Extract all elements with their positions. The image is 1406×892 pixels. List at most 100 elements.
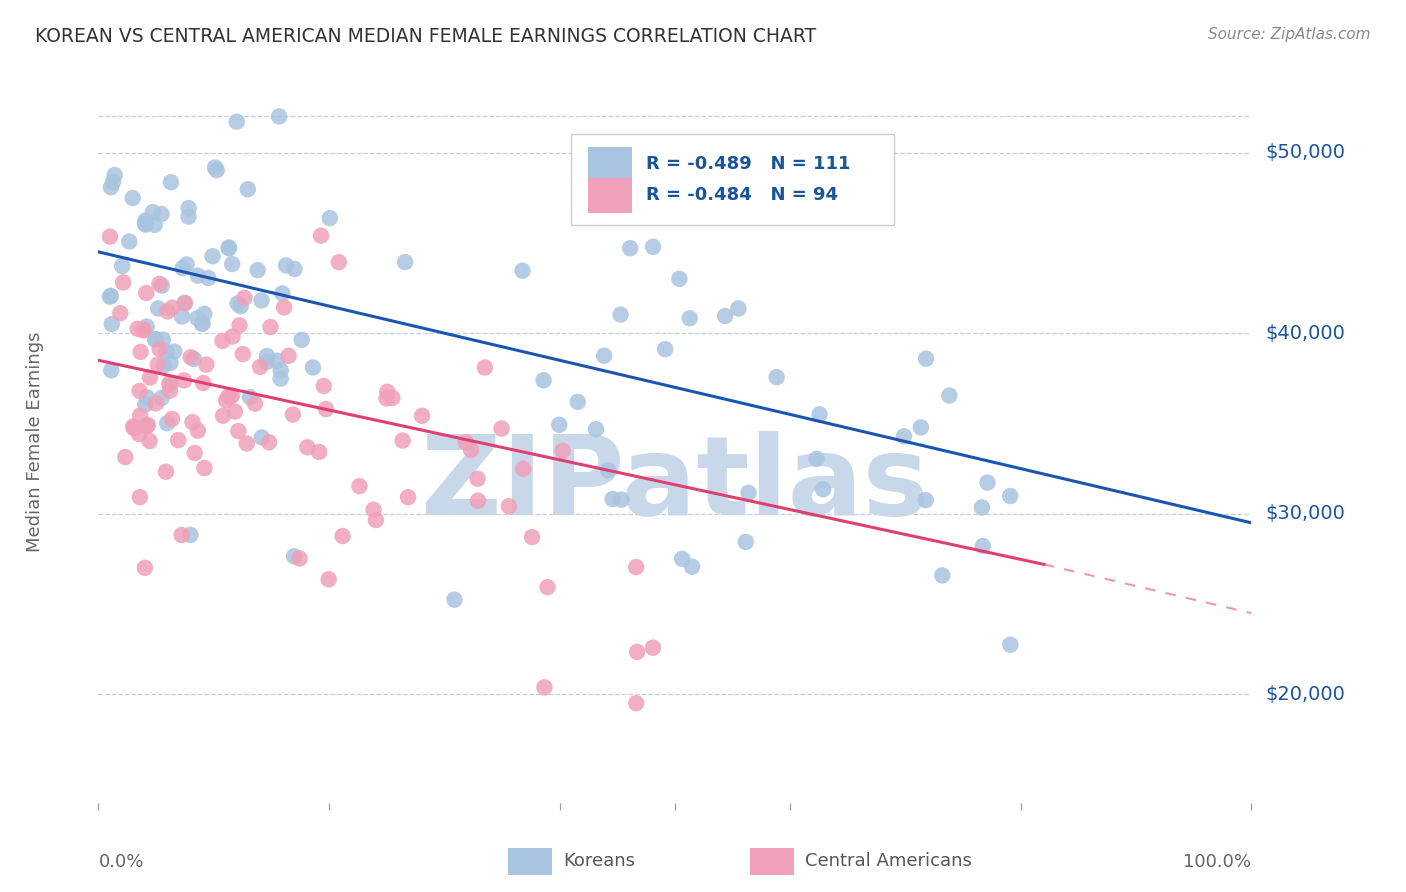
Text: $20,000: $20,000	[1265, 685, 1346, 704]
Point	[139, 370, 162, 384]
Point	[134, 213, 156, 227]
Point	[197, 271, 219, 285]
Point	[283, 262, 305, 277]
Point	[332, 529, 354, 543]
FancyBboxPatch shape	[571, 135, 894, 225]
Point	[811, 483, 834, 497]
Point	[142, 205, 165, 219]
Point	[291, 333, 314, 347]
Point	[205, 163, 228, 178]
Point	[136, 390, 159, 404]
Point	[679, 311, 702, 326]
Text: KOREAN VS CENTRAL AMERICAN MEDIAN FEMALE EARNINGS CORRELATION CHART: KOREAN VS CENTRAL AMERICAN MEDIAN FEMALE…	[35, 27, 817, 45]
Point	[180, 350, 202, 364]
Point	[159, 384, 181, 398]
Point	[602, 491, 624, 506]
Point	[128, 426, 150, 441]
Point	[536, 580, 558, 594]
Text: Central Americans: Central Americans	[806, 853, 972, 871]
Point	[593, 349, 616, 363]
Point	[98, 290, 121, 304]
Point	[187, 268, 209, 283]
Point	[191, 316, 214, 330]
Point	[173, 373, 195, 387]
Point	[128, 384, 150, 398]
Point	[274, 259, 297, 273]
Point	[152, 333, 174, 347]
Point	[491, 421, 513, 435]
Point	[134, 561, 156, 575]
Point	[114, 450, 136, 464]
Text: $30,000: $30,000	[1265, 504, 1346, 524]
Point	[243, 397, 266, 411]
Point	[221, 329, 243, 343]
Point	[104, 168, 127, 182]
Point	[727, 301, 749, 316]
Point	[118, 235, 141, 249]
Point	[976, 475, 998, 490]
Point	[533, 373, 555, 387]
Point	[136, 417, 159, 432]
FancyBboxPatch shape	[589, 147, 633, 181]
Point	[224, 404, 246, 418]
Point	[375, 384, 398, 399]
Point	[246, 263, 269, 277]
Point	[239, 390, 262, 404]
Point	[135, 285, 157, 300]
Point	[145, 332, 167, 346]
Point	[266, 353, 288, 368]
Point	[512, 462, 534, 476]
Point	[910, 420, 932, 434]
Point	[520, 530, 543, 544]
Point	[177, 210, 200, 224]
Point	[153, 359, 176, 373]
Point	[315, 402, 337, 417]
Point	[111, 259, 134, 273]
Point	[167, 433, 190, 447]
Point	[174, 296, 197, 310]
Point	[163, 344, 186, 359]
Point	[218, 241, 240, 255]
Point	[309, 228, 332, 243]
Point	[277, 349, 299, 363]
Point	[1000, 489, 1022, 503]
Point	[193, 307, 215, 321]
Point	[146, 301, 169, 316]
Point	[512, 263, 534, 277]
Point	[259, 320, 281, 334]
Text: R = -0.484   N = 94: R = -0.484 N = 94	[647, 186, 838, 204]
Point	[498, 500, 520, 514]
Point	[474, 360, 496, 375]
Point	[381, 391, 404, 405]
Point	[567, 395, 589, 409]
Point	[221, 389, 243, 403]
Point	[551, 443, 574, 458]
Point	[134, 217, 156, 231]
Point	[225, 114, 247, 128]
Point	[160, 175, 183, 189]
Point	[938, 388, 960, 402]
Point	[177, 201, 200, 215]
Point	[135, 218, 157, 232]
Point	[641, 640, 664, 655]
Point	[218, 240, 240, 254]
Point	[391, 434, 413, 448]
Point	[135, 319, 157, 334]
Point	[269, 109, 291, 123]
Point	[970, 500, 993, 515]
Point	[121, 191, 143, 205]
Point	[186, 311, 208, 326]
Point	[218, 389, 240, 403]
Point	[100, 317, 122, 331]
Point	[250, 293, 273, 308]
Point	[127, 322, 149, 336]
Point	[349, 479, 371, 493]
Point	[183, 351, 205, 366]
Point	[596, 463, 619, 477]
Text: Source: ZipAtlas.com: Source: ZipAtlas.com	[1208, 27, 1371, 42]
Point	[308, 445, 330, 459]
Point	[150, 391, 173, 405]
FancyBboxPatch shape	[589, 178, 633, 212]
Point	[148, 277, 170, 291]
Point	[288, 551, 311, 566]
